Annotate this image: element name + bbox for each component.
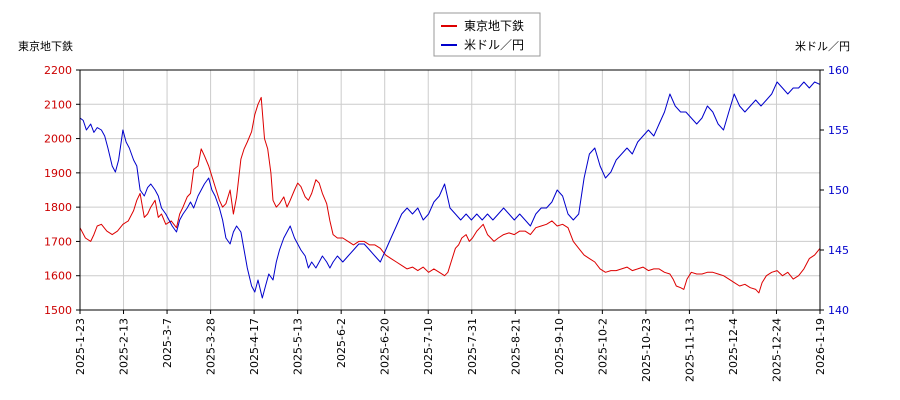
left-tick-label: 2200	[44, 64, 72, 77]
right-tick-label: 145	[828, 244, 849, 257]
x-tick-label: 2025-12-24	[770, 318, 783, 382]
x-axis-ticks: 2025-1-23 2025-2-13 2025-3-7 2025-3-28 2025-…	[74, 310, 827, 382]
x-tick-label: 2025-6-20	[379, 318, 392, 375]
x-tick-label: 2025-4-17	[248, 318, 261, 375]
x-tick-label: 2025-8-21	[509, 318, 522, 375]
right-axis-ticks: 140 145 150 155 160	[820, 64, 849, 317]
x-tick-label: 2025-3-28	[205, 318, 218, 375]
legend-box	[433, 12, 541, 57]
series-line-usd-jpy	[79, 81, 821, 299]
left-tick-label: 2100	[44, 98, 72, 111]
left-tick-label: 2000	[44, 133, 72, 146]
right-tick-label: 155	[828, 124, 849, 137]
left-axis-ticks: 1500 1600 1700 1800 1900 2000 2100 2200	[44, 64, 80, 317]
left-tick-label: 1600	[44, 270, 72, 283]
x-tick-label: 2025-5-13	[292, 318, 305, 375]
x-tick-label: 2025-10-23	[640, 318, 653, 382]
legend-label-tokyo-metro: 東京地下鉄	[464, 18, 524, 33]
x-tick-label: 2025-11-13	[683, 318, 696, 382]
x-tick-label: 2025-7-31	[466, 318, 479, 375]
legend-label-usd-jpy: 米ドル／円	[464, 38, 524, 52]
x-tick-label: 2026-1-19	[814, 318, 827, 375]
x-tick-label: 2025-2-13	[118, 318, 131, 375]
x-tick-label: 2025-1-23	[74, 318, 87, 375]
series-layer	[79, 81, 821, 299]
plot-area	[80, 70, 820, 310]
left-tick-label: 1500	[44, 304, 72, 317]
right-tick-label: 150	[828, 184, 849, 197]
x-tick-label: 2025-7-10	[422, 318, 435, 375]
right-tick-label: 160	[828, 64, 849, 77]
plot-background	[80, 70, 820, 310]
series-line-tokyo-metro	[79, 96, 821, 294]
left-axis-title: 東京地下鉄	[18, 39, 73, 53]
right-axis-title: 米ドル／円	[795, 40, 850, 53]
x-tick-label: 2025-9-10	[553, 318, 566, 375]
right-tick-label: 140	[828, 304, 849, 317]
x-tick-label: 2025-3-7	[161, 318, 174, 368]
left-tick-label: 1800	[44, 201, 72, 214]
x-tick-label: 2025-10-2	[596, 318, 609, 375]
x-tick-label: 2025-6-2	[335, 318, 348, 368]
left-tick-label: 1900	[44, 167, 72, 180]
left-tick-label: 1700	[44, 235, 72, 248]
x-tick-label: 2025-12-4	[727, 318, 740, 375]
legend: 東京地下鉄 米ドル／円	[433, 12, 541, 57]
